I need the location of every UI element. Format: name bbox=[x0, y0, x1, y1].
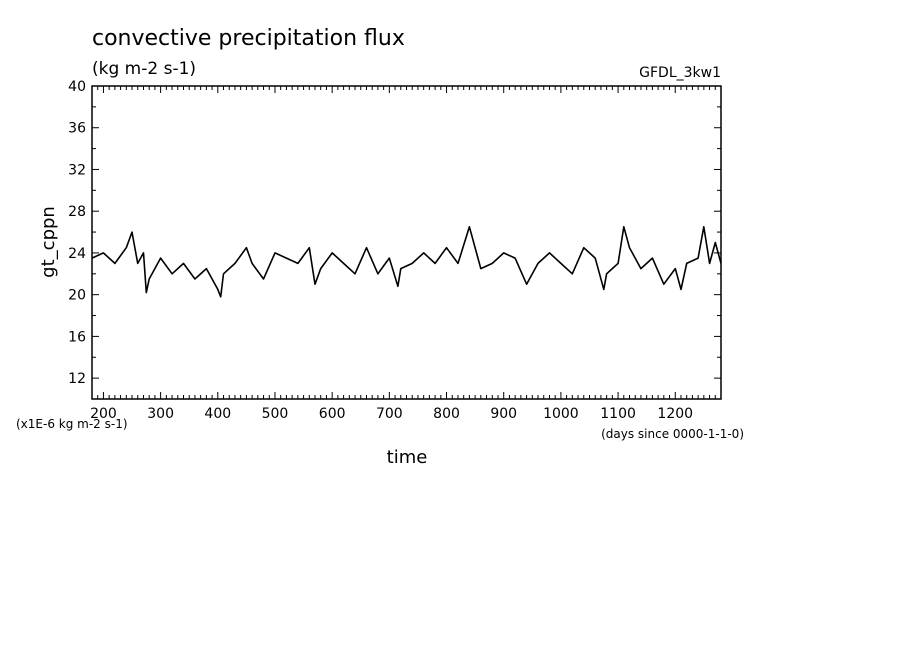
y-tick-label: 36 bbox=[68, 121, 86, 137]
x-axis-ticks: 200 300 400 500 600 700 800 900 1000 1100 1200 bbox=[90, 86, 722, 422]
series-layer bbox=[91, 226, 722, 298]
x-tick-label: 900 bbox=[490, 406, 517, 422]
y-tick-label: 12 bbox=[68, 371, 86, 387]
y-tick-label: 20 bbox=[68, 288, 86, 304]
series-line bbox=[91, 226, 722, 298]
x-tick-label: 800 bbox=[433, 406, 460, 422]
x-tick-label: 1100 bbox=[600, 406, 636, 422]
dataset-tag: GFDL_3kw1 bbox=[639, 65, 721, 81]
chart-subtitle: (kg m-2 s-1) bbox=[92, 59, 196, 79]
x-tick-label: 1200 bbox=[657, 406, 693, 422]
y-axis-label: gt_cppn bbox=[38, 206, 59, 278]
x-axis-label: time bbox=[387, 447, 428, 468]
x-tick-label: 500 bbox=[262, 406, 289, 422]
y-tick-label: 40 bbox=[68, 79, 86, 95]
chart-title: convective precipitation flux bbox=[92, 26, 405, 51]
y-tick-label: 16 bbox=[68, 329, 86, 345]
x-tick-label: 400 bbox=[204, 406, 231, 422]
x-tick-label: 300 bbox=[147, 406, 174, 422]
x-tick-label: 600 bbox=[319, 406, 346, 422]
y-units-note: (x1E-6 kg m-2 s-1) bbox=[16, 417, 128, 431]
x-units-note: (days since 0000-1-1-0) bbox=[601, 427, 744, 441]
y-tick-label: 32 bbox=[68, 162, 86, 178]
x-tick-label: 700 bbox=[376, 406, 403, 422]
y-tick-label: 24 bbox=[68, 246, 86, 262]
x-tick-label: 1000 bbox=[543, 406, 579, 422]
x-tick-label: 200 bbox=[90, 406, 117, 422]
plot-frame bbox=[91, 85, 722, 400]
y-tick-label: 28 bbox=[68, 204, 86, 220]
y-axis-ticks: 12 16 20 24 28 32 36 40 bbox=[68, 79, 721, 400]
